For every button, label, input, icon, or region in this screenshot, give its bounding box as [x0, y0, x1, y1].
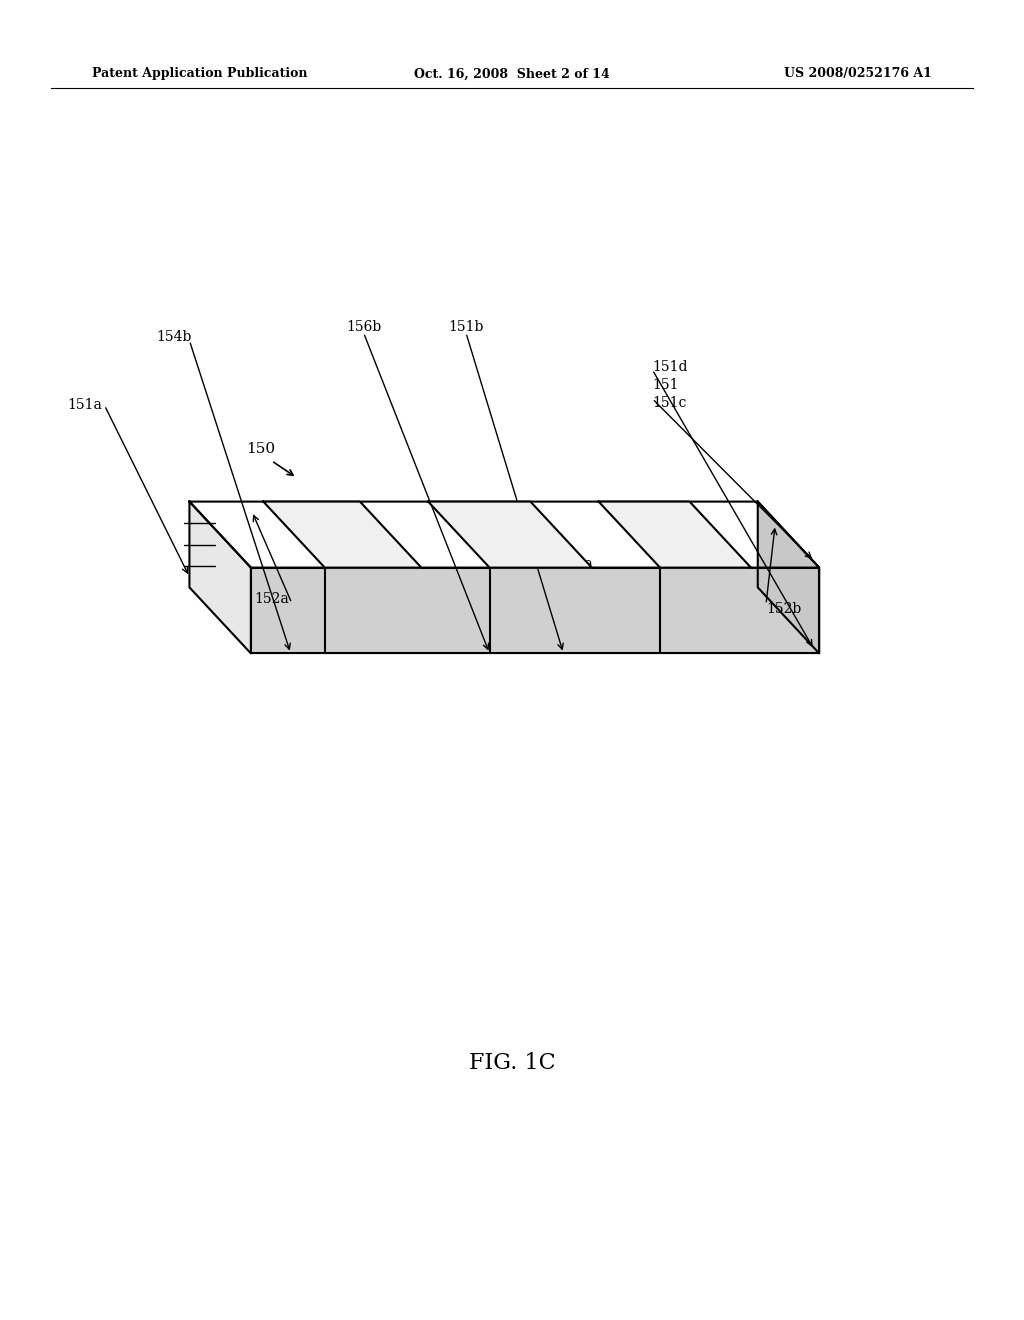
Text: 151d: 151d: [652, 360, 688, 374]
Polygon shape: [263, 502, 422, 568]
Polygon shape: [758, 502, 819, 653]
Text: 152b: 152b: [766, 602, 801, 615]
Polygon shape: [428, 502, 592, 568]
Text: 154a: 154a: [367, 545, 401, 558]
Text: 151b: 151b: [449, 321, 483, 334]
Text: 151: 151: [652, 379, 679, 392]
Text: 152a: 152a: [254, 593, 289, 606]
Polygon shape: [599, 502, 751, 568]
Text: 150: 150: [247, 442, 275, 455]
Polygon shape: [189, 502, 251, 653]
Text: US 2008/0252176 A1: US 2008/0252176 A1: [784, 67, 932, 81]
Text: Patent Application Publication: Patent Application Publication: [92, 67, 307, 81]
Text: 156a: 156a: [558, 557, 593, 570]
Text: 156b: 156b: [346, 321, 381, 334]
Text: FIG. 1C: FIG. 1C: [469, 1052, 555, 1073]
Polygon shape: [251, 568, 819, 653]
Polygon shape: [189, 502, 819, 568]
Text: 151a: 151a: [68, 399, 102, 412]
Text: 151c: 151c: [652, 396, 687, 409]
Text: Oct. 16, 2008  Sheet 2 of 14: Oct. 16, 2008 Sheet 2 of 14: [414, 67, 610, 81]
Text: 154b: 154b: [157, 330, 191, 343]
